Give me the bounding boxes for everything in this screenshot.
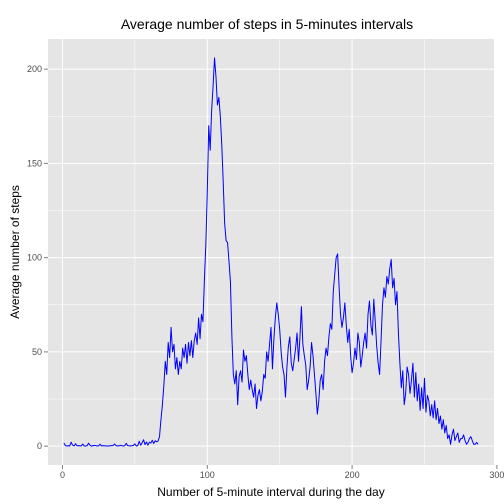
x-tick-label: 100 [200, 470, 215, 480]
series-layer [63, 57, 479, 447]
chart-title: Average number of steps in 5-minutes int… [121, 16, 413, 32]
x-axis: 0 100 200 300 [60, 465, 504, 480]
y-tick-label: 100 [27, 253, 42, 263]
x-tick-label: 0 [60, 470, 65, 480]
y-axis: 0 50 100 150 200 [27, 64, 48, 451]
y-axis-title: Average number of steps [8, 185, 22, 319]
series-line-0 [63, 57, 479, 447]
major-gridlines [48, 39, 498, 465]
minor-gridlines [48, 39, 494, 465]
y-tick-label: 200 [27, 64, 42, 74]
x-tick-label: 200 [345, 470, 360, 480]
x-tick-label: 300 [489, 470, 504, 480]
y-tick-label: 50 [32, 347, 42, 357]
y-tick-label: 0 [37, 441, 42, 451]
y-tick-label: 150 [27, 158, 42, 168]
x-axis-title: Number of 5-minute interval during the d… [157, 485, 384, 499]
